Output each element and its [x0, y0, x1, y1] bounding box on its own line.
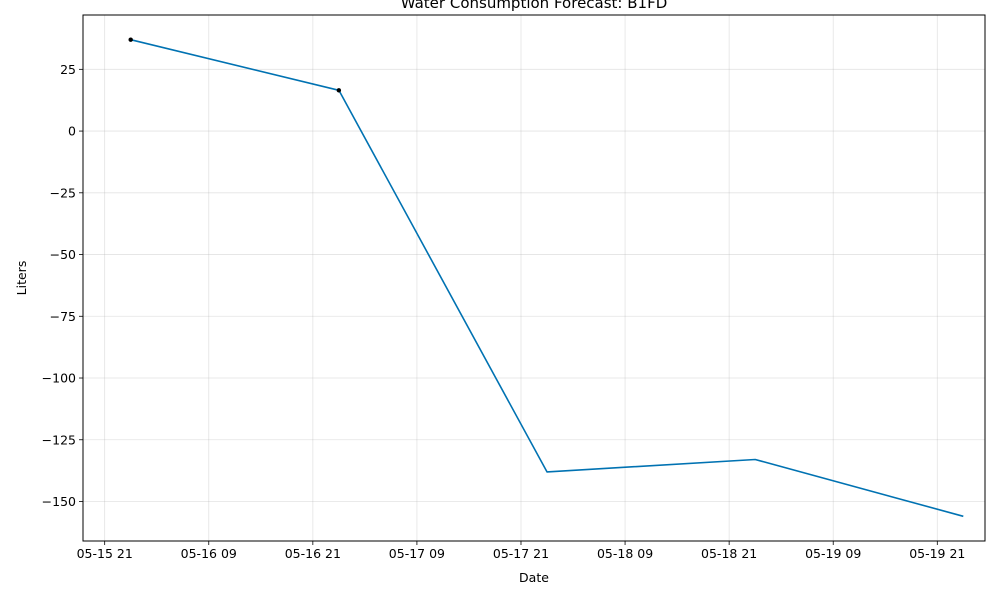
y-tick-label: −150 — [42, 494, 76, 509]
data-point-marker — [128, 37, 133, 42]
y-tick-label: −25 — [50, 185, 76, 200]
x-tick-label: 05-19 09 — [805, 546, 861, 561]
plot-frame — [82, 14, 986, 542]
series-layer — [128, 37, 964, 518]
x-tick-label: 05-16 21 — [285, 546, 341, 561]
x-tick-label: 05-19 21 — [909, 546, 965, 561]
x-axis-label: Date — [519, 570, 549, 585]
y-axis-label: Liters — [14, 261, 29, 296]
y-tick-label: −100 — [42, 371, 76, 386]
y-tick-label: −125 — [42, 432, 76, 447]
y-tick-label: 25 — [60, 62, 76, 77]
x-tick-label: 05-15 21 — [77, 546, 133, 561]
y-tick-label: −50 — [50, 247, 76, 262]
x-tick-label: 05-17 21 — [493, 546, 549, 561]
y-tick-label: −75 — [50, 309, 76, 324]
x-tick-label: 05-16 09 — [181, 546, 237, 561]
x-tick-label: 05-18 21 — [701, 546, 757, 561]
x-axis: 05-15 21 05-16 09 05-16 21 05-17 09 05-17 21… — [77, 541, 965, 561]
y-tick-label: 0 — [68, 124, 76, 139]
x-tick-label: 05-17 09 — [389, 546, 445, 561]
y-axis: 25 0 −25 −50 −75 −100 −125 −150 — [42, 62, 83, 509]
series-line — [130, 38, 964, 518]
chart-title: Water Consumption Forecast: B1FD — [401, 0, 668, 12]
x-tick-label: 05-18 09 — [597, 546, 653, 561]
grid — [83, 15, 985, 541]
data-point-marker — [336, 88, 342, 93]
